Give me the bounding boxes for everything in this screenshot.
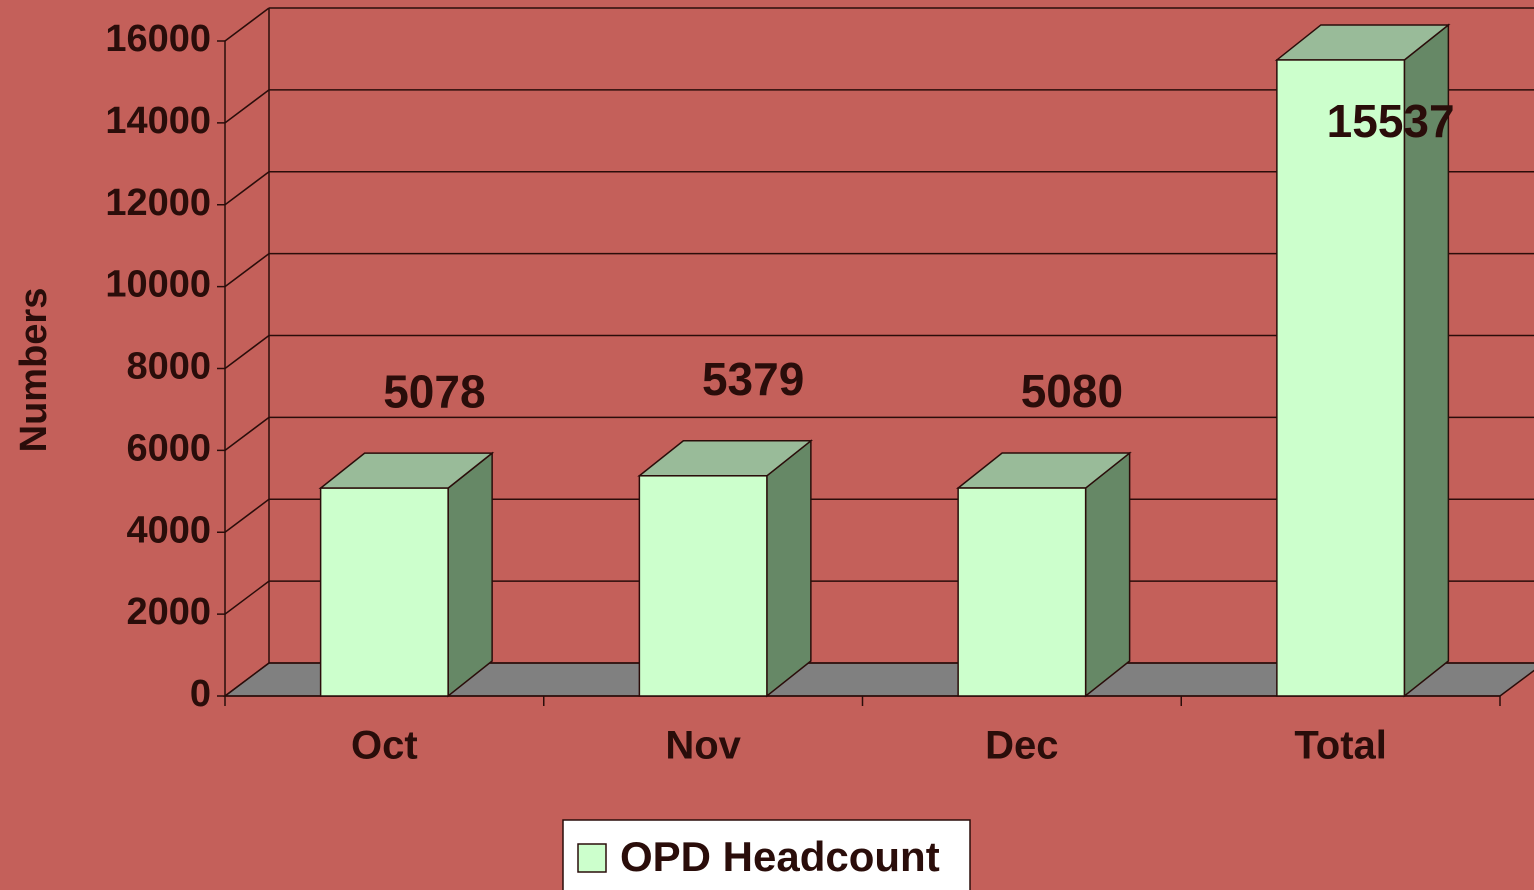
legend-label: OPD Headcount [620,833,940,880]
x-tick-label: Nov [665,724,741,768]
grid-line [224,7,270,42]
legend-box [562,819,971,890]
y-tick-label: 10000 [105,264,211,306]
y-tick-label: 12000 [105,182,211,224]
grid-line [224,253,270,288]
bar-side [447,451,493,698]
grid-line [224,662,270,697]
bar [638,475,768,697]
grid-line [224,334,270,370]
bar-side [1084,451,1131,698]
y-tick-label: 8000 [126,346,211,388]
grid-line [224,498,270,533]
y-tick-label: 14000 [105,100,211,142]
x-tick-label: Dec [985,724,1058,768]
y-tick-label: 16000 [105,18,211,60]
y-tick-label: 2000 [126,591,211,633]
bar [1276,59,1406,697]
y-tick-label: 6000 [126,427,211,469]
bar [319,487,449,697]
x-tick-label: Oct [351,724,418,768]
bar [957,487,1087,697]
data-label: 5078 [383,365,485,417]
data-label: 5080 [1021,365,1123,417]
data-label: 15537 [1327,95,1455,147]
grid-line [224,89,270,124]
grid-line [224,171,270,206]
bar-side [766,439,812,698]
legend-swatch [577,843,607,873]
y-axis-label: Numbers [13,288,55,453]
y-tick-label: 4000 [126,509,211,551]
x-tick-label: Total [1294,724,1387,768]
grid-line [224,416,270,451]
grid-line [224,580,270,615]
data-label: 5379 [702,353,804,405]
y-tick-label: 0 [190,673,211,715]
